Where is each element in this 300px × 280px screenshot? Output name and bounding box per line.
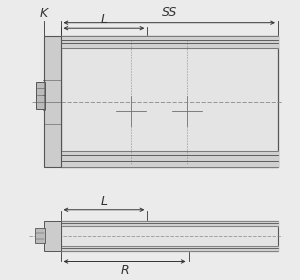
Bar (61, 36, 278, 167)
Circle shape (52, 235, 53, 236)
Bar (36, 81, 45, 109)
Circle shape (111, 235, 112, 236)
Bar (44, 221, 61, 251)
Circle shape (97, 235, 98, 236)
Circle shape (52, 72, 53, 73)
Circle shape (52, 128, 53, 129)
Text: L: L (100, 13, 107, 26)
Bar (61, 221, 278, 251)
Circle shape (52, 155, 53, 157)
Text: SS: SS (162, 6, 177, 19)
Circle shape (243, 235, 244, 236)
Text: L: L (100, 195, 107, 208)
Text: R: R (120, 264, 129, 277)
Bar (44, 36, 61, 167)
Circle shape (174, 235, 175, 236)
Text: K: K (40, 7, 48, 20)
Bar (35, 228, 45, 244)
